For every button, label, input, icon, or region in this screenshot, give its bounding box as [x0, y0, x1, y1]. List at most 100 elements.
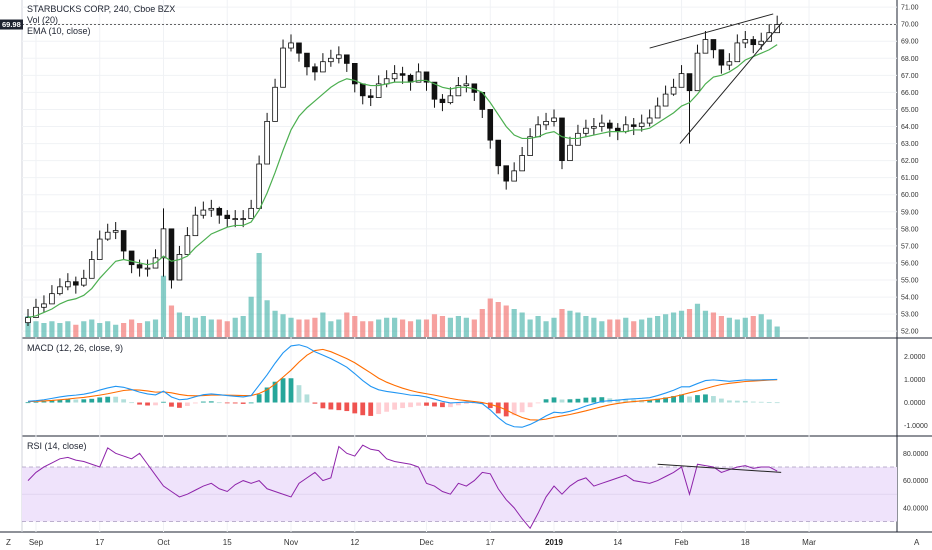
volume-bar	[583, 316, 589, 337]
candle-up	[415, 71, 422, 83]
candle-up	[527, 136, 533, 156]
macd-histogram-bar	[25, 402, 31, 404]
candle-down	[399, 73, 406, 76]
volume-bar	[655, 316, 661, 337]
candle-down	[686, 73, 693, 92]
volume-bar	[176, 312, 183, 337]
zoom-icon: Z	[6, 538, 11, 547]
candle-up	[583, 127, 589, 134]
volume-bar	[328, 321, 334, 337]
zoom-button[interactable]: Z	[2, 536, 16, 548]
volume-bar	[758, 314, 764, 337]
candle-down	[367, 95, 374, 98]
macd-histogram-bar	[248, 402, 254, 404]
candle-up	[678, 73, 685, 88]
price-y-tick: 59.00	[901, 209, 919, 216]
macd-histogram-bar	[742, 400, 748, 403]
volume-bar	[519, 312, 525, 337]
volume-bar	[73, 324, 79, 337]
candle-down	[168, 228, 175, 281]
x-tick-label: 17	[486, 538, 495, 547]
volume-bar	[479, 309, 485, 337]
candle-up	[248, 207, 254, 220]
volume-bar	[439, 316, 446, 337]
volume-bar	[184, 316, 190, 337]
volume-bar	[511, 309, 517, 337]
macd-histogram-bar	[671, 396, 676, 403]
macd-histogram-bar	[33, 401, 39, 403]
candle-up	[519, 155, 525, 172]
price-y-tick: 52.00	[901, 329, 919, 336]
x-tick-label: 2019	[545, 538, 563, 547]
macd-histogram-bar	[304, 394, 310, 403]
volume-bar	[647, 317, 653, 337]
volume-bar	[168, 305, 175, 337]
candle-up	[662, 93, 669, 107]
volume-bars	[25, 253, 780, 337]
volume-bar	[710, 312, 717, 337]
volume-bar	[97, 323, 103, 337]
candle-up	[654, 105, 661, 119]
candle-up	[208, 207, 215, 211]
volume-bar	[384, 317, 390, 337]
candle-up	[184, 235, 191, 255]
volume-bar	[399, 319, 406, 337]
macd-histogram-bar	[599, 397, 605, 403]
volume-bar	[57, 323, 63, 337]
candle-up	[192, 214, 199, 237]
candle-up	[638, 122, 645, 127]
volume-bar	[766, 319, 772, 337]
candle-down	[495, 139, 502, 167]
candle-down	[559, 117, 565, 162]
candle-down	[304, 52, 310, 68]
macd-y-tick: 0.0000	[904, 400, 926, 407]
macd-histogram-bar	[376, 402, 382, 415]
auto-scale-button[interactable]: A	[910, 536, 924, 548]
macd-histogram-bar	[161, 401, 166, 403]
macd-histogram-bar	[695, 395, 700, 403]
volume-bar	[360, 321, 366, 337]
candle-up	[176, 254, 183, 281]
price-pane	[22, 0, 897, 338]
candle-up	[160, 228, 167, 259]
volume-bar	[471, 319, 477, 337]
candle-up	[543, 120, 549, 126]
volume-bar	[376, 319, 382, 337]
volume-bar	[718, 316, 724, 337]
volume-bar	[280, 314, 286, 337]
candle-up	[463, 83, 470, 86]
macd-line	[27, 344, 778, 428]
volume-bar	[288, 317, 294, 337]
macd-histogram-bar	[121, 399, 127, 403]
volume-bar	[296, 319, 302, 337]
volume-label: Vol (20)	[27, 15, 58, 25]
volume-bar	[368, 321, 374, 337]
macd-histogram-bar	[200, 401, 206, 403]
macd-histogram-bar	[280, 378, 286, 403]
macd-group	[25, 344, 780, 428]
volume-bar	[264, 300, 270, 337]
volume-bar	[527, 319, 533, 337]
candle-down	[431, 81, 438, 100]
volume-bar	[495, 302, 501, 337]
macd-histogram-bar	[240, 402, 246, 404]
macd-histogram-bar	[208, 401, 214, 403]
macd-histogram-bar	[703, 394, 708, 403]
price-y-tick: 53.00	[901, 312, 919, 319]
candle-down	[359, 83, 366, 97]
volume-bar	[726, 317, 732, 337]
candle-down	[439, 98, 446, 104]
rsi-y-tick: 40.0000	[903, 505, 928, 512]
price-y-tick: 55.00	[901, 278, 919, 285]
volume-bar	[248, 296, 254, 337]
volume-bar	[240, 316, 246, 337]
last-price-value: 69.98	[2, 20, 21, 29]
candle-up	[288, 42, 294, 49]
macd-histogram-bar	[479, 402, 485, 404]
ema-line	[27, 44, 778, 319]
candle-up	[447, 95, 454, 104]
volume-bar	[105, 321, 111, 337]
price-y-tick: 64.00	[901, 124, 919, 131]
macd-histogram-bar	[153, 402, 158, 406]
macd-histogram-bar	[463, 402, 469, 404]
